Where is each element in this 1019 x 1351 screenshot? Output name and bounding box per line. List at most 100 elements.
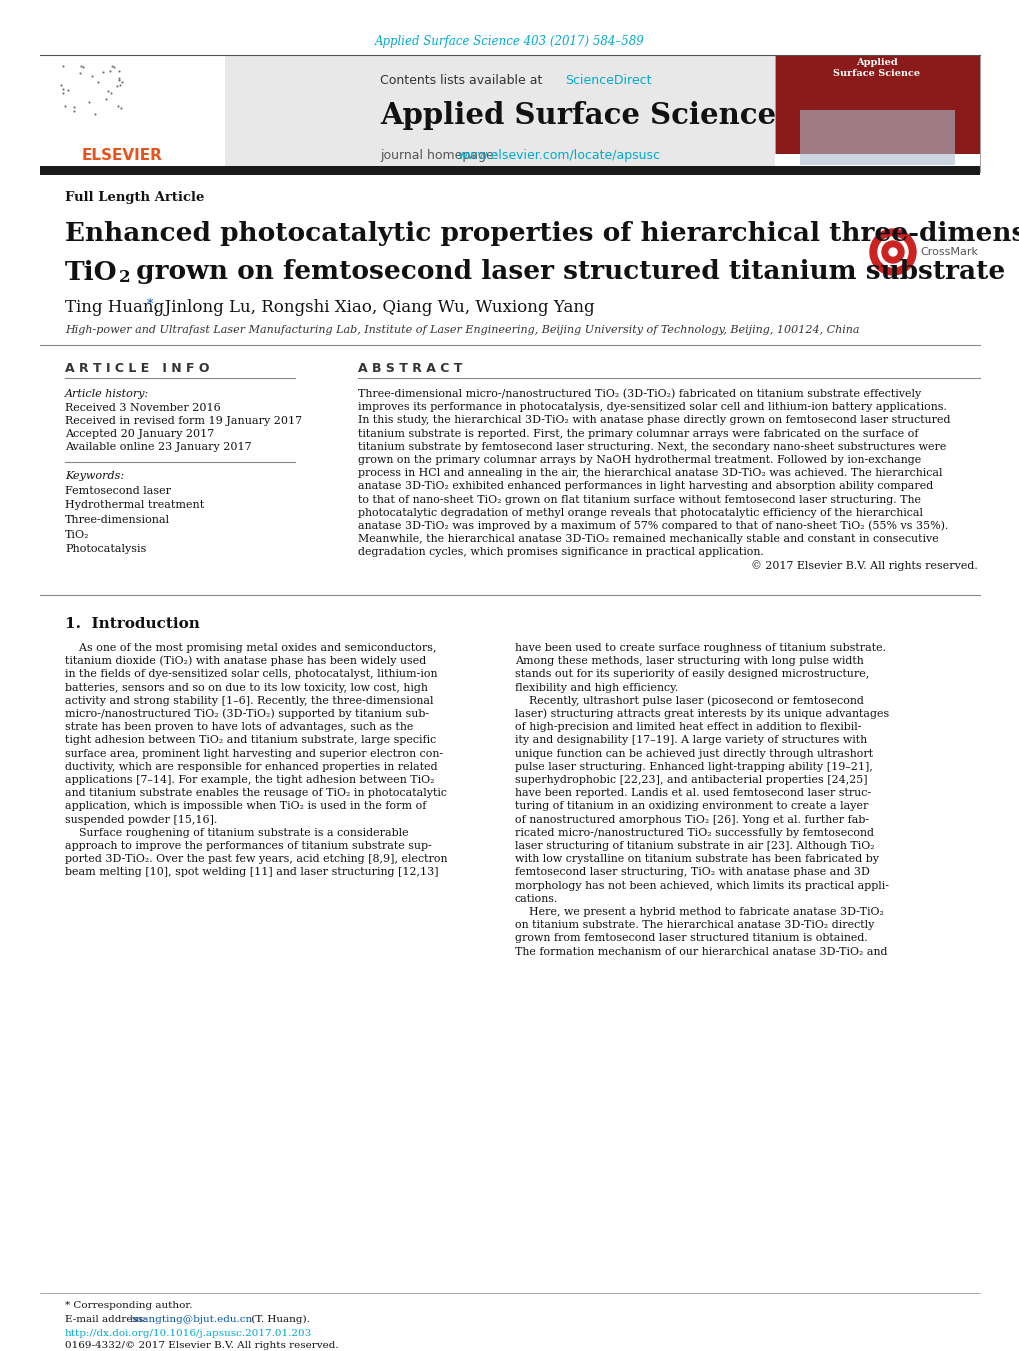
Text: Received 3 November 2016: Received 3 November 2016 [65, 403, 220, 413]
Text: unique function can be achieved just directly through ultrashort: unique function can be achieved just dir… [515, 748, 872, 759]
Text: tight adhesion between TiO₂ and titanium substrate, large specific: tight adhesion between TiO₂ and titanium… [65, 735, 436, 746]
Text: process in HCl and annealing in the air, the hierarchical anatase 3D-TiO₂ was ac: process in HCl and annealing in the air,… [358, 469, 942, 478]
Text: The formation mechanism of our hierarchical anatase 3D-TiO₂ and: The formation mechanism of our hierarchi… [515, 947, 887, 957]
Text: application, which is impossible when TiO₂ is used in the form of: application, which is impossible when Ti… [65, 801, 426, 812]
Text: titanium dioxide (TiO₂) with anatase phase has been widely used: titanium dioxide (TiO₂) with anatase pha… [65, 657, 426, 666]
Text: titanium substrate is reported. First, the primary columnar arrays were fabricat: titanium substrate is reported. First, t… [358, 428, 917, 439]
Bar [40, 55, 979, 172]
Text: morphology has not been achieved, which limits its practical appli-: morphology has not been achieved, which … [515, 881, 889, 890]
Text: ScienceDirect: ScienceDirect [565, 73, 651, 86]
Text: Keywords:: Keywords: [65, 471, 124, 481]
Text: Three-dimensional: Three-dimensional [65, 515, 170, 526]
Text: Applied
Surface Science: Applied Surface Science [833, 58, 920, 78]
Text: and titanium substrate enables the reusage of TiO₂ in photocatalytic: and titanium substrate enables the reusa… [65, 788, 446, 798]
Text: of high-precision and limited heat effect in addition to flexibil-: of high-precision and limited heat effec… [515, 723, 861, 732]
Text: 0169-4332/© 2017 Elsevier B.V. All rights reserved.: 0169-4332/© 2017 Elsevier B.V. All right… [65, 1342, 338, 1351]
Circle shape [869, 230, 915, 276]
Text: CrossMark: CrossMark [919, 247, 977, 257]
Text: In this study, the hierarchical 3D-TiO₂ with anatase phase directly grown on fem: In this study, the hierarchical 3D-TiO₂ … [358, 415, 950, 426]
Text: High-power and Ultrafast Laser Manufacturing Lab, Institute of Laser Engineering: High-power and Ultrafast Laser Manufactu… [65, 326, 859, 335]
Text: (T. Huang).: (T. Huang). [248, 1315, 310, 1324]
Bar [774, 154, 979, 172]
Text: suspended powder [15,16].: suspended powder [15,16]. [65, 815, 217, 824]
Text: * Corresponding author.: * Corresponding author. [65, 1301, 193, 1310]
Text: ductivity, which are responsible for enhanced properties in related: ductivity, which are responsible for enh… [65, 762, 437, 771]
Bar [40, 55, 225, 172]
Text: http://dx.doi.org/10.1016/j.apsusc.2017.01.203: http://dx.doi.org/10.1016/j.apsusc.2017.… [65, 1328, 312, 1337]
Bar [799, 109, 954, 165]
Text: Accepted 20 January 2017: Accepted 20 January 2017 [65, 430, 214, 439]
Text: laser) structuring attracts great interests by its unique advantages: laser) structuring attracts great intere… [515, 709, 889, 719]
Text: journal homepage:: journal homepage: [380, 149, 501, 162]
Text: grown on femtosecond laser structured titanium substrate: grown on femtosecond laser structured ti… [127, 259, 1005, 285]
Text: ity and designability [17–19]. A large variety of structures with: ity and designability [17–19]. A large v… [515, 735, 866, 746]
Text: pulse laser structuring. Enhanced light-trapping ability [19–21],: pulse laser structuring. Enhanced light-… [515, 762, 872, 771]
Text: turing of titanium in an oxidizing environment to create a layer: turing of titanium in an oxidizing envir… [515, 801, 867, 812]
Text: cations.: cations. [515, 894, 557, 904]
Text: Recently, ultrashort pulse laser (picosecond or femtosecond: Recently, ultrashort pulse laser (picose… [515, 696, 863, 707]
Bar [774, 55, 979, 172]
Bar [40, 166, 979, 176]
Text: © 2017 Elsevier B.V. All rights reserved.: © 2017 Elsevier B.V. All rights reserved… [751, 561, 977, 571]
Text: Here, we present a hybrid method to fabricate anatase 3D-TiO₂: Here, we present a hybrid method to fabr… [515, 907, 883, 917]
Text: degradation cycles, which promises significance in practical application.: degradation cycles, which promises signi… [358, 547, 763, 558]
Text: batteries, sensors and so on due to its low toxicity, low cost, high: batteries, sensors and so on due to its … [65, 682, 427, 693]
Text: Received in revised form 19 January 2017: Received in revised form 19 January 2017 [65, 416, 302, 426]
Text: on titanium substrate. The hierarchical anatase 3D-TiO₂ directly: on titanium substrate. The hierarchical … [515, 920, 873, 931]
Text: Among these methods, laser structuring with long pulse width: Among these methods, laser structuring w… [515, 657, 863, 666]
Text: ported 3D-TiO₂. Over the past few years, acid etching [8,9], electron: ported 3D-TiO₂. Over the past few years,… [65, 854, 447, 865]
Text: stands out for its superiority of easily designed microstructure,: stands out for its superiority of easily… [515, 669, 868, 680]
Text: photocatalytic degradation of methyl orange reveals that photocatalytic efficien: photocatalytic degradation of methyl ora… [358, 508, 922, 517]
Circle shape [881, 240, 903, 263]
Text: 1.  Introduction: 1. Introduction [65, 617, 200, 631]
Text: Three-dimensional micro-/nanostructured TiO₂ (3D-TiO₂) fabricated on titanium su: Three-dimensional micro-/nanostructured … [358, 389, 920, 400]
Text: flexibility and high efficiency.: flexibility and high efficiency. [515, 682, 678, 693]
Text: E-mail address:: E-mail address: [65, 1315, 150, 1324]
Text: laser structuring of titanium substrate in air [23]. Although TiO₂: laser structuring of titanium substrate … [515, 842, 873, 851]
Text: Femtosecond laser: Femtosecond laser [65, 486, 171, 496]
Text: approach to improve the performances of titanium substrate sup-: approach to improve the performances of … [65, 842, 431, 851]
Text: TiO₂: TiO₂ [65, 530, 90, 539]
Text: grown from femtosecond laser structured titanium is obtained.: grown from femtosecond laser structured … [515, 934, 867, 943]
Text: 2: 2 [119, 269, 130, 286]
Text: activity and strong stability [1–6]. Recently, the three-dimensional: activity and strong stability [1–6]. Rec… [65, 696, 433, 705]
Text: applications [7–14]. For example, the tight adhesion between TiO₂: applications [7–14]. For example, the ti… [65, 775, 434, 785]
Text: improves its performance in photocatalysis, dye-sensitized solar cell and lithiu: improves its performance in photocatalys… [358, 403, 946, 412]
Text: , Jinlong Lu, Rongshi Xiao, Qiang Wu, Wuxiong Yang: , Jinlong Lu, Rongshi Xiao, Qiang Wu, Wu… [154, 300, 594, 316]
Text: www.elsevier.com/locate/apsusc: www.elsevier.com/locate/apsusc [457, 149, 659, 162]
Text: have been used to create surface roughness of titanium substrate.: have been used to create surface roughne… [515, 643, 886, 653]
Text: superhydrophobic [22,23], and antibacterial properties [24,25]: superhydrophobic [22,23], and antibacter… [515, 775, 867, 785]
Text: Available online 23 January 2017: Available online 23 January 2017 [65, 442, 252, 453]
Text: ELSEVIER: ELSEVIER [82, 147, 162, 162]
Text: huangting@bjut.edu.cn: huangting@bjut.edu.cn [129, 1315, 253, 1324]
Text: TiO: TiO [65, 259, 117, 285]
Text: anatase 3D-TiO₂ was improved by a maximum of 57% compared to that of nano-sheet : anatase 3D-TiO₂ was improved by a maximu… [358, 520, 948, 531]
Text: Article history:: Article history: [65, 389, 149, 399]
Text: *: * [147, 297, 153, 311]
Text: to that of nano-sheet TiO₂ grown on flat titanium surface without femtosecond la: to that of nano-sheet TiO₂ grown on flat… [358, 494, 920, 505]
Text: Full Length Article: Full Length Article [65, 192, 204, 204]
Text: titanium substrate by femtosecond laser structuring. Next, the secondary nano-sh: titanium substrate by femtosecond laser … [358, 442, 946, 451]
Text: of nanostructured amorphous TiO₂ [26]. Yong et al. further fab-: of nanostructured amorphous TiO₂ [26]. Y… [515, 815, 868, 824]
Text: As one of the most promising metal oxides and semiconductors,: As one of the most promising metal oxide… [65, 643, 436, 653]
Text: Enhanced photocatalytic properties of hierarchical three-dimensional: Enhanced photocatalytic properties of hi… [65, 220, 1019, 246]
Text: femtosecond laser structuring, TiO₂ with anatase phase and 3D: femtosecond laser structuring, TiO₂ with… [515, 867, 869, 877]
Text: Ting Huang: Ting Huang [65, 300, 164, 316]
Text: micro-/nanostructured TiO₂ (3D-TiO₂) supported by titanium sub-: micro-/nanostructured TiO₂ (3D-TiO₂) sup… [65, 709, 429, 719]
Text: with low crystalline on titanium substrate has been fabricated by: with low crystalline on titanium substra… [515, 854, 878, 865]
Text: Surface roughening of titanium substrate is a considerable: Surface roughening of titanium substrate… [65, 828, 409, 838]
Text: beam melting [10], spot welding [11] and laser structuring [12,13]: beam melting [10], spot welding [11] and… [65, 867, 438, 877]
Text: strate has been proven to have lots of advantages, such as the: strate has been proven to have lots of a… [65, 723, 413, 732]
Text: ricated micro-/nanostructured TiO₂ successfully by femtosecond: ricated micro-/nanostructured TiO₂ succe… [515, 828, 873, 838]
Text: in the fields of dye-sensitized solar cells, photocatalyst, lithium-ion: in the fields of dye-sensitized solar ce… [65, 669, 437, 680]
Circle shape [889, 249, 896, 255]
Circle shape [877, 236, 907, 267]
Text: Applied Surface Science 403 (2017) 584–589: Applied Surface Science 403 (2017) 584–5… [375, 35, 644, 49]
Text: Photocatalysis: Photocatalysis [65, 544, 147, 554]
Text: Hydrothermal treatment: Hydrothermal treatment [65, 500, 204, 511]
Text: surface area, prominent light harvesting and superior electron con-: surface area, prominent light harvesting… [65, 748, 442, 759]
Text: Applied Surface Science: Applied Surface Science [380, 100, 775, 130]
Text: A B S T R A C T: A B S T R A C T [358, 362, 462, 374]
Text: Contents lists available at: Contents lists available at [380, 73, 546, 86]
Text: Meanwhile, the hierarchical anatase 3D-TiO₂ remained mechanically stable and con: Meanwhile, the hierarchical anatase 3D-T… [358, 534, 937, 544]
